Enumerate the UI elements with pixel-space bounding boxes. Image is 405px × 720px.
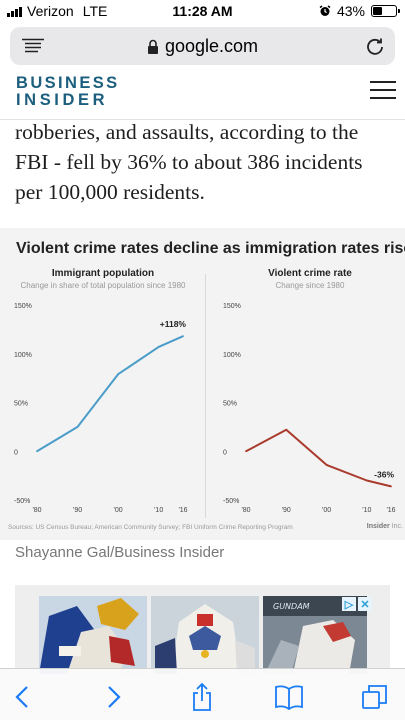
tabs-icon[interactable]	[360, 683, 390, 711]
chart-subtitle: Change in share of total population sinc…	[20, 281, 186, 290]
y-tick-label: 100%	[14, 352, 32, 359]
address-bar[interactable]: google.com	[10, 27, 395, 65]
end-value-label: +118%	[160, 319, 187, 329]
chart-panel-immigrant-population: Immigrant population Change in share of …	[8, 268, 198, 518]
battery-percent: 43%	[336, 3, 365, 19]
network-label: LTE	[82, 3, 108, 19]
reload-icon[interactable]	[365, 36, 385, 56]
chart-figure: Violent crime rates decline as immigrati…	[0, 228, 405, 540]
ad-choices[interactable]: ▷ ✕	[342, 597, 372, 611]
end-value-label: -36%	[374, 469, 394, 479]
x-tick-label: '90	[73, 507, 82, 514]
figure-title: Violent crime rates decline as immigrati…	[16, 240, 405, 257]
article-body: robberies, and assaults, according to th…	[15, 117, 400, 207]
article-line: per 100,000 residents.	[15, 180, 205, 204]
data-point	[365, 479, 368, 482]
share-icon[interactable]	[187, 683, 217, 711]
data-point	[390, 485, 392, 488]
x-tick-label: '16	[178, 507, 187, 514]
chart-title: Immigrant population	[51, 268, 155, 279]
logo-suffix: Inc.	[391, 523, 403, 530]
hamburger-menu-icon[interactable]	[370, 81, 396, 101]
y-tick-label: 50%	[223, 401, 237, 408]
chart-title: Violent crime rate	[268, 268, 352, 279]
data-point	[325, 464, 328, 466]
chart-violent-crime-rate: 150% 100% 50% 0 -50%'80 '90 '00 '10 '16 -36%	[223, 303, 396, 514]
y-tick-label: 0	[14, 449, 18, 456]
ad-image-robot-2[interactable]	[151, 596, 259, 674]
data-point	[182, 335, 184, 338]
alarm-icon	[319, 5, 331, 16]
chart-subtitle: Change since 1980	[275, 281, 345, 290]
back-icon[interactable]	[8, 683, 38, 711]
x-tick-label: '16	[386, 507, 395, 514]
site-header: BUSINESS INSIDER	[0, 72, 405, 120]
image-credit: Shayanne Gal/Business Insider	[15, 544, 225, 561]
chart-panel-violent-crime-rate: Violent crime rate Change since 1980 150…	[215, 268, 405, 518]
x-tick-label: '10	[362, 507, 371, 514]
data-point	[157, 346, 160, 348]
x-tick-label: '90	[282, 507, 291, 514]
logo-text: Insider	[366, 523, 390, 530]
data-point	[245, 450, 247, 453]
y-tick-label: 150%	[14, 303, 32, 310]
series-line	[36, 335, 184, 453]
x-tick-label: '80	[241, 507, 250, 514]
signal-icon	[7, 6, 22, 17]
ad-close-icon[interactable]: ✕	[358, 597, 372, 611]
x-tick-label: '00	[322, 507, 331, 514]
svg-text:GUNDAM: GUNDAM	[273, 602, 310, 611]
status-bar: Verizon LTE 11:28 AM 43%	[0, 0, 405, 24]
article-line: FBI - fell by 36% to about 386 incidents	[15, 150, 363, 174]
reader-menu-icon[interactable]	[22, 38, 44, 54]
x-tick-label: '10	[154, 507, 163, 514]
series-line	[245, 428, 392, 488]
data-point	[285, 428, 288, 431]
bookmarks-icon[interactable]	[274, 683, 304, 711]
chart-immigrant-population: 150% 100% 50% 0 -50%'80 '90 '00 '10 '16 +118%	[14, 303, 188, 514]
lock-icon	[147, 39, 158, 54]
brand-line-1: BUSINESS	[16, 74, 120, 92]
site-logo[interactable]: BUSINESS INSIDER	[16, 75, 120, 109]
y-tick-label: 0	[223, 449, 227, 456]
x-tick-label: '80	[32, 507, 41, 514]
carrier-label: Verizon	[27, 3, 74, 19]
battery-icon	[371, 5, 400, 17]
url-display[interactable]: google.com	[10, 36, 395, 57]
ad-image-robot-1[interactable]	[39, 596, 147, 674]
y-tick-label: 50%	[14, 401, 28, 408]
chart-sources: Sources: US Census Bureau; American Comm…	[8, 524, 293, 531]
panel-divider	[205, 274, 206, 518]
url-domain: google.com	[164, 36, 259, 56]
y-tick-label: 100%	[223, 352, 241, 359]
browser-toolbar	[0, 668, 405, 720]
y-tick-label: -50%	[223, 498, 239, 505]
insider-inc-logo: Insider Inc.	[367, 523, 403, 530]
adchoices-icon[interactable]: ▷	[342, 597, 356, 611]
data-point	[117, 373, 120, 376]
data-point	[76, 425, 79, 428]
y-tick-label: 150%	[223, 303, 241, 310]
clock: 11:28 AM	[172, 3, 233, 19]
article-line: robberies, and assaults, according to th…	[15, 120, 359, 144]
forward-icon[interactable]	[98, 683, 128, 711]
data-point	[36, 450, 38, 453]
x-tick-label: '00	[114, 507, 123, 514]
y-tick-label: -50%	[14, 498, 30, 505]
brand-line-2: INSIDER	[16, 91, 109, 109]
